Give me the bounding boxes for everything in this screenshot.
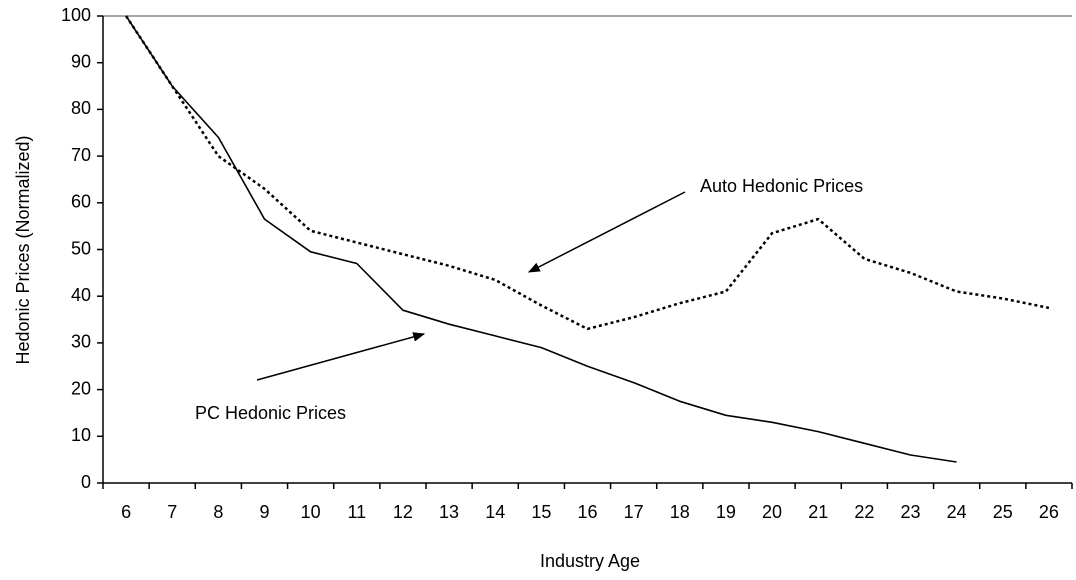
x-tick-label: 20 <box>762 502 782 522</box>
y-tick-label: 100 <box>61 5 91 25</box>
series-line <box>125 15 957 463</box>
y-tick-label: 20 <box>71 378 91 398</box>
x-tick-label: 15 <box>531 502 551 522</box>
series-line <box>125 15 1050 331</box>
y-tick-label: 70 <box>71 145 91 165</box>
x-tick-label: 13 <box>439 502 459 522</box>
x-tick-label: 8 <box>213 502 223 522</box>
annotation-arrow <box>527 191 686 273</box>
x-tick-label: 16 <box>577 502 597 522</box>
y-tick-label: 90 <box>71 51 91 71</box>
x-tick-label: 22 <box>854 502 874 522</box>
x-tick-label: 7 <box>167 502 177 522</box>
y-tick-label: 40 <box>71 285 91 305</box>
y-tick-label: 80 <box>71 98 91 118</box>
x-tick-label: 23 <box>900 502 920 522</box>
x-tick-label: 18 <box>670 502 690 522</box>
annotation: Auto Hedonic Prices <box>700 176 863 196</box>
y-tick-label: 30 <box>71 332 91 352</box>
x-tick-label: 14 <box>485 502 505 522</box>
x-tick-label: 19 <box>716 502 736 522</box>
x-tick-label: 11 <box>347 502 366 522</box>
annotation-arrow <box>256 332 426 381</box>
x-tick-label: 9 <box>259 502 269 522</box>
x-tick-label: 6 <box>121 502 131 522</box>
x-tick-label: 25 <box>993 502 1013 522</box>
y-tick-label: 10 <box>71 425 91 445</box>
x-axis-label: Industry Age <box>540 551 640 571</box>
x-tick-label: 26 <box>1039 502 1059 522</box>
y-axis-label: Hedonic Prices (Normalized) <box>13 135 33 364</box>
y-tick-label: 60 <box>71 192 91 212</box>
x-tick-label: 21 <box>808 502 828 522</box>
x-tick-label: 24 <box>947 502 967 522</box>
annotation: PC Hedonic Prices <box>195 403 346 423</box>
y-tick-label: 50 <box>71 238 91 258</box>
x-tick-label: 10 <box>301 502 321 522</box>
x-tick-label: 12 <box>393 502 413 522</box>
x-tick-label: 17 <box>624 502 644 522</box>
y-tick-label: 0 <box>81 472 91 492</box>
